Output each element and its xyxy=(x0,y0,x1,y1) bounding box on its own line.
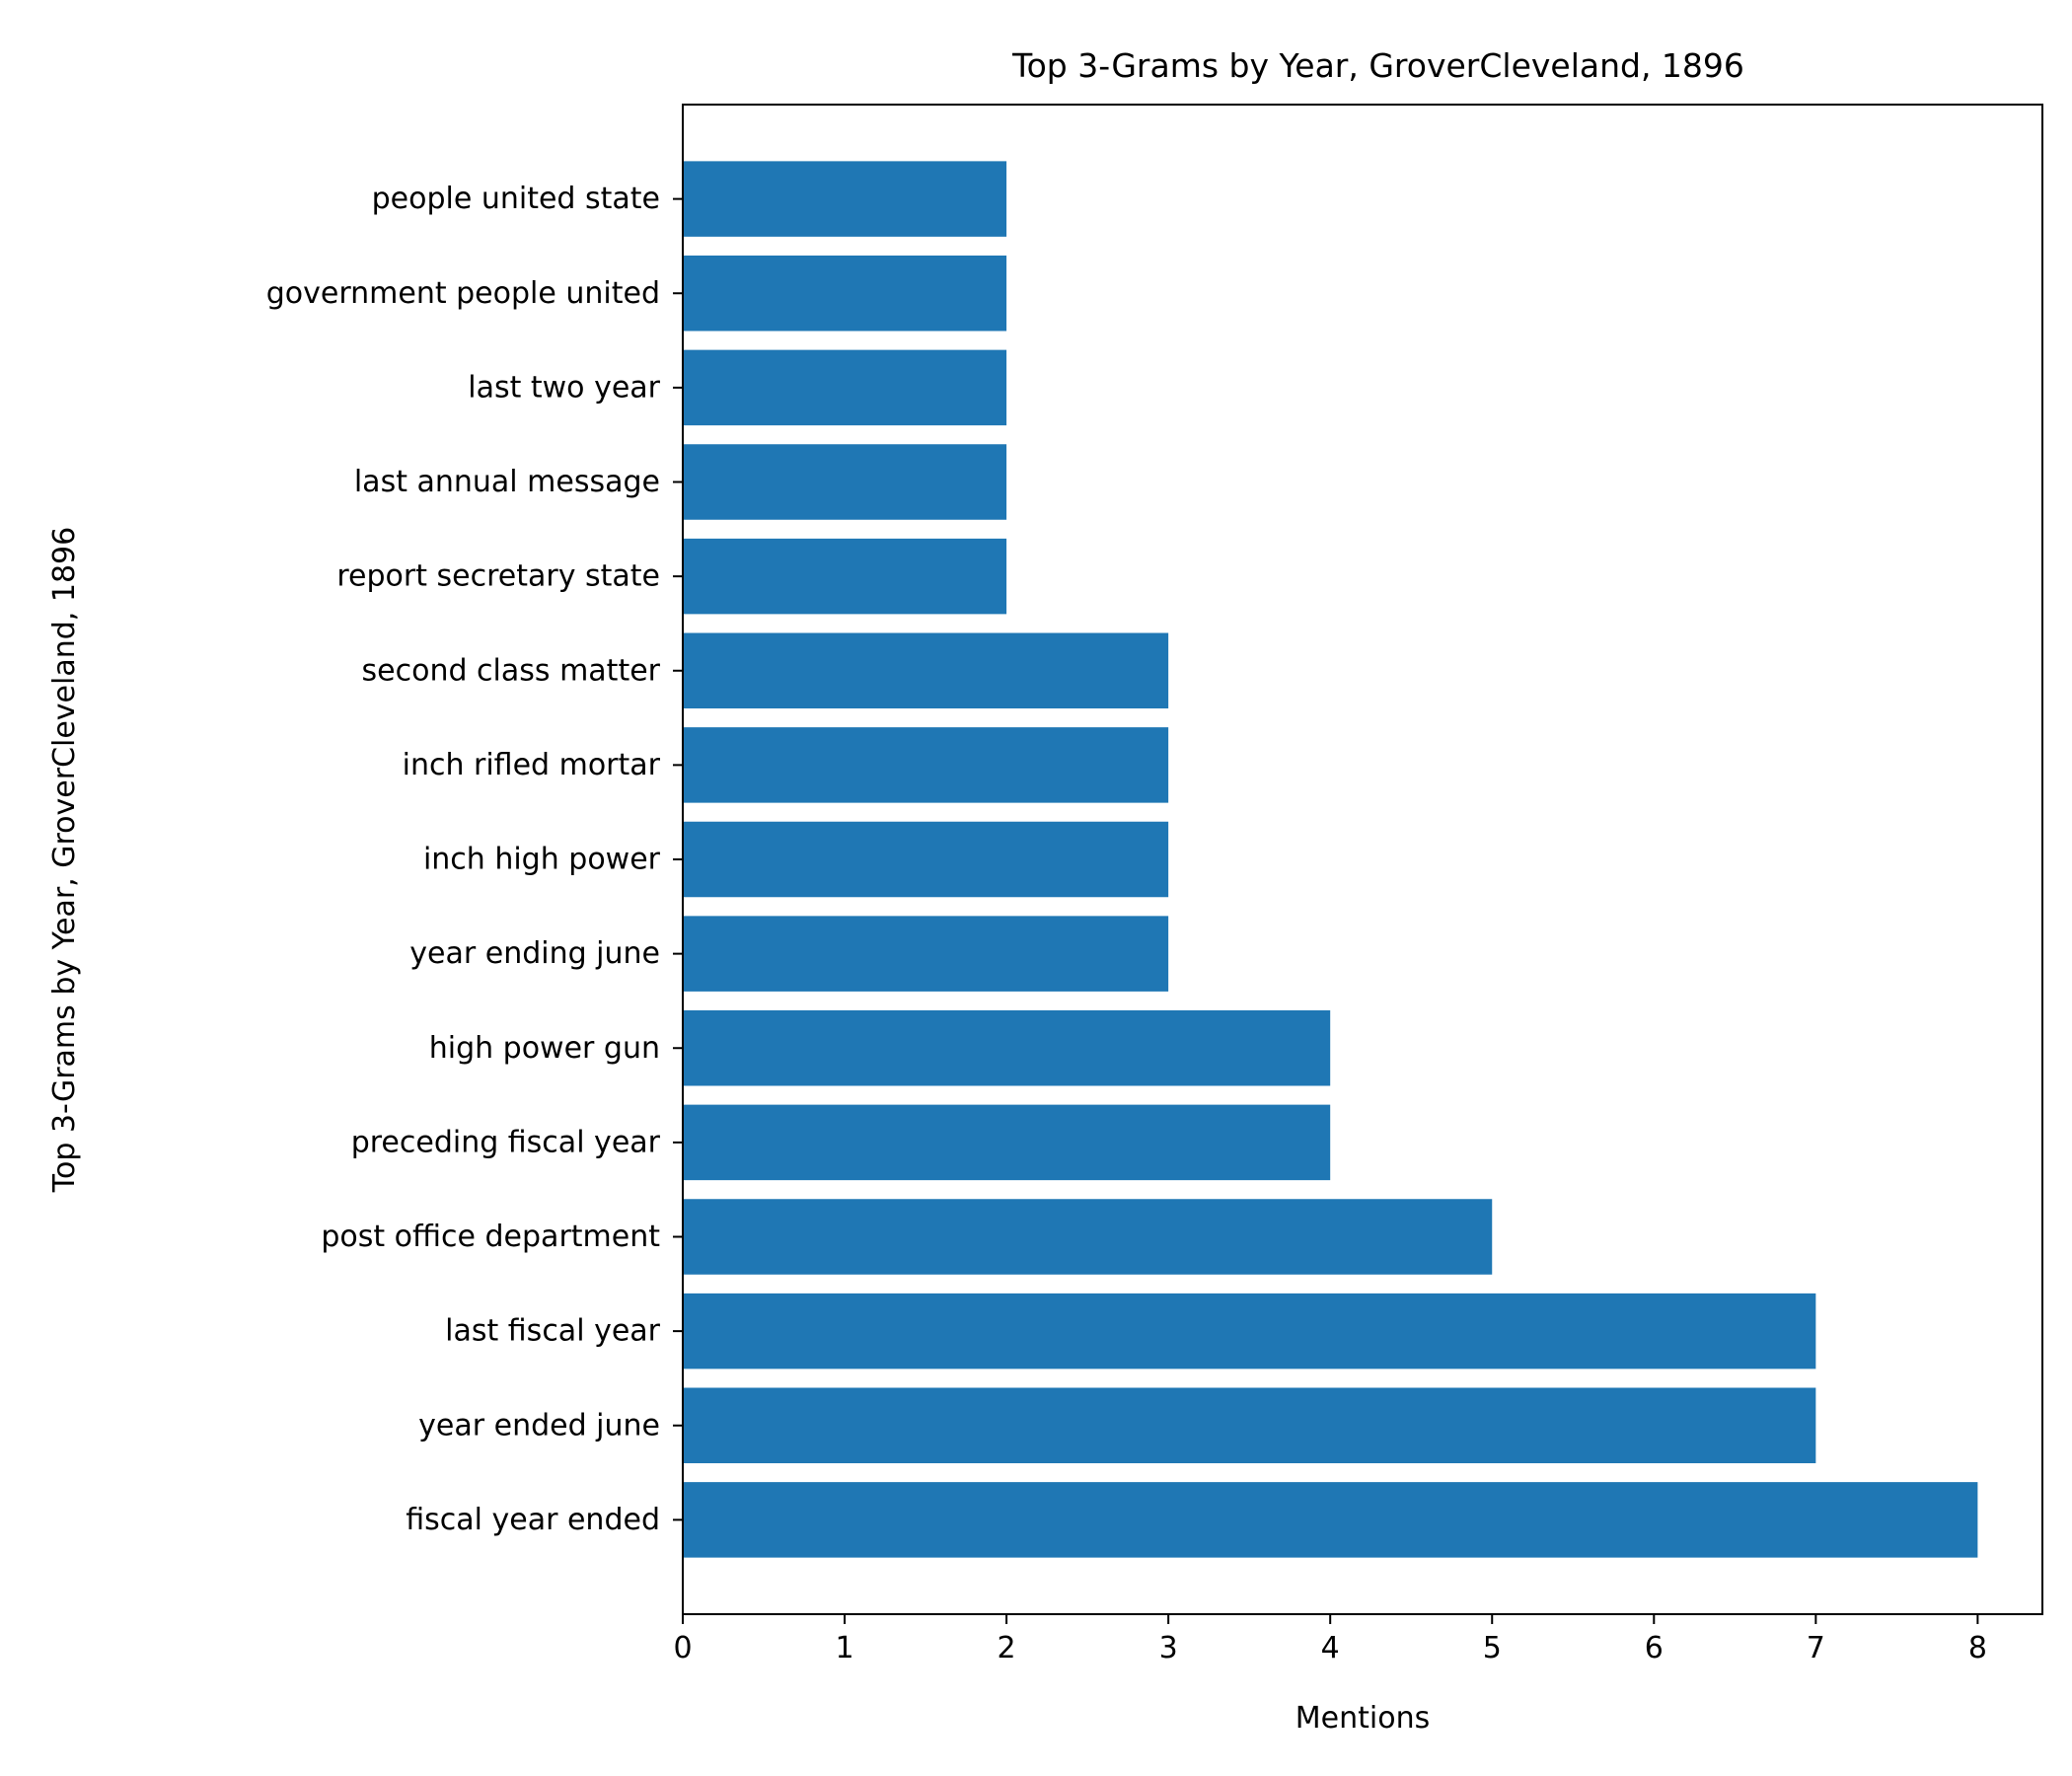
x-axis-label: Mentions xyxy=(1295,1701,1430,1736)
bar xyxy=(683,444,1007,520)
plot-area-frame xyxy=(682,104,2043,1615)
bar xyxy=(683,1387,1816,1463)
y-ticks-layer: fiscal year ended year ended june last fis… xyxy=(266,182,683,1537)
y-tick-label: year ending june xyxy=(409,936,660,971)
bar xyxy=(683,632,1169,708)
bar xyxy=(683,916,1169,992)
y-tick-label: government people united xyxy=(266,276,660,311)
x-tick-label: 6 xyxy=(1645,1631,1664,1665)
bar xyxy=(683,349,1007,426)
x-tick-label: 7 xyxy=(1807,1631,1825,1665)
bar xyxy=(683,1293,1816,1369)
chart-title: Top 3-Grams by Year, GroverCleveland, 18… xyxy=(1011,46,1744,85)
x-tick-label: 3 xyxy=(1159,1631,1178,1665)
bar xyxy=(683,538,1007,615)
bar xyxy=(683,1199,1493,1275)
bar xyxy=(683,161,1007,237)
bar xyxy=(683,727,1169,803)
y-tick-label: last two year xyxy=(468,370,660,405)
y-tick-label: fiscal year ended xyxy=(406,1503,660,1537)
y-tick-label: inch rifled mortar xyxy=(403,748,661,782)
y-tick-label: report secretary state xyxy=(336,559,660,594)
y-tick-label: year ended june xyxy=(418,1408,660,1443)
bar xyxy=(683,1010,1331,1086)
y-tick-label: preceding fiscal year xyxy=(351,1125,661,1159)
y-tick-label: second class matter xyxy=(362,653,661,688)
x-tick-label: 0 xyxy=(673,1631,692,1665)
y-tick-label: people united state xyxy=(372,182,660,216)
bars-layer xyxy=(683,161,1978,1558)
x-tick-label: 2 xyxy=(998,1631,1016,1665)
y-tick-label: inch high power xyxy=(423,843,661,877)
y-tick-label: high power gun xyxy=(429,1031,660,1066)
bar xyxy=(683,1482,1978,1558)
y-tick-label: last annual message xyxy=(354,465,660,499)
x-tick-label: 5 xyxy=(1483,1631,1502,1665)
x-tick-label: 8 xyxy=(1968,1631,1987,1665)
x-ticks-layer: 0 1 2 3 4 5 6 7 8 xyxy=(673,1614,1987,1665)
x-tick-label: 1 xyxy=(836,1631,854,1665)
y-axis-label: Top 3-Grams by Year, GroverCleveland, 18… xyxy=(47,527,82,1193)
y-tick-label: post office department xyxy=(321,1220,660,1254)
bar xyxy=(683,821,1169,898)
bar xyxy=(683,256,1007,332)
x-tick-label: 4 xyxy=(1321,1631,1340,1665)
bar xyxy=(683,1104,1331,1181)
y-tick-label: last fiscal year xyxy=(445,1314,661,1349)
